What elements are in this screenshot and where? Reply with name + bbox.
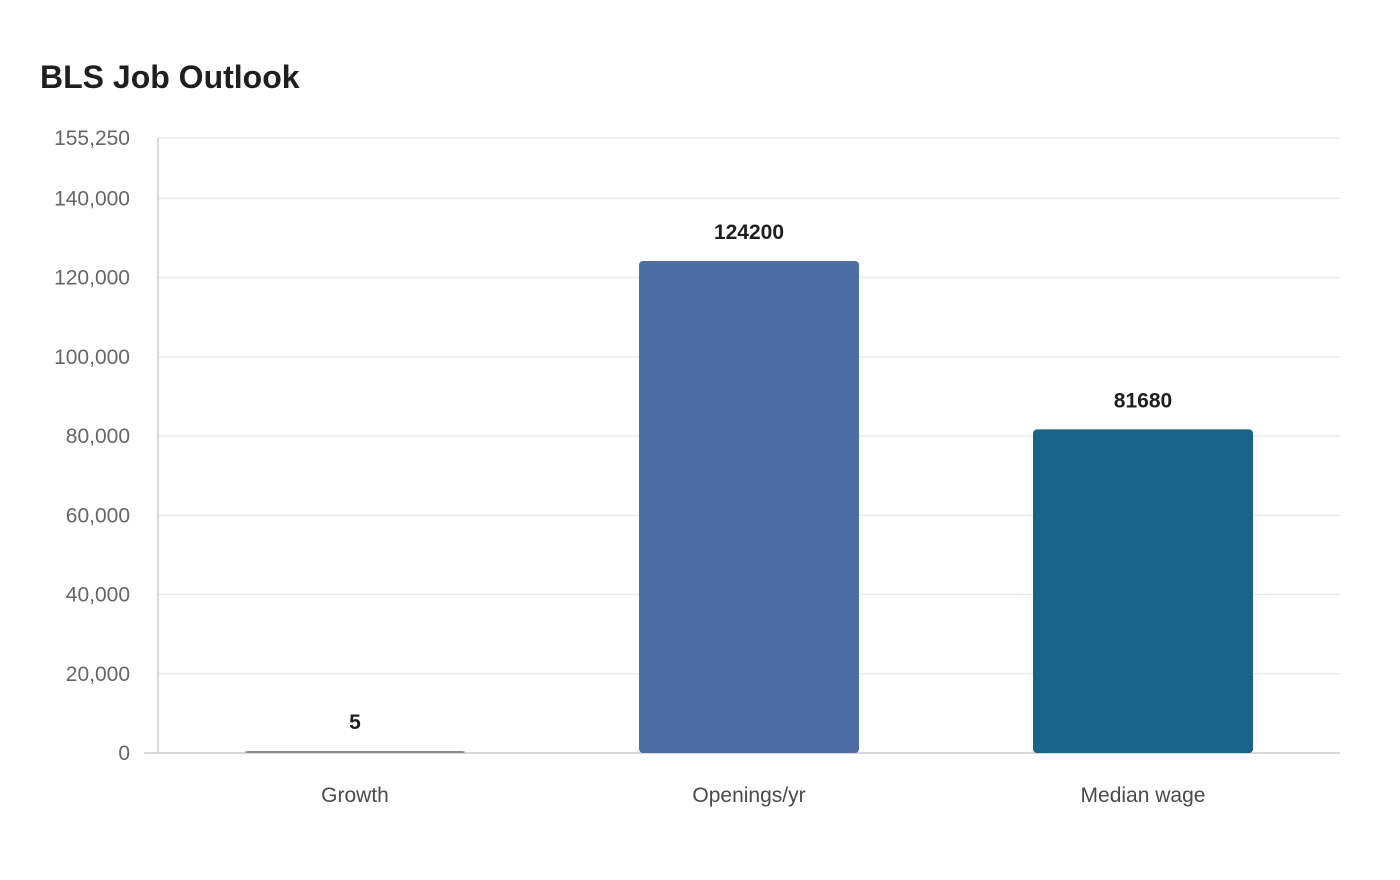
bar-value-label: 124200 [714,221,784,244]
x-category-label: Growth [321,784,389,807]
y-tick-label: 100,000 [54,346,130,369]
bar-value-label: 5 [349,711,361,734]
y-tick-label: 20,000 [66,663,130,686]
x-category-label: Median wage [1081,784,1206,807]
y-tick-label: 140,000 [54,187,130,210]
y-tick-label: 80,000 [66,425,130,448]
bar-value-label: 81680 [1114,389,1172,412]
y-tick-label: 120,000 [54,267,130,290]
bar [639,261,859,753]
bar [1033,429,1253,753]
y-tick-label: 60,000 [66,504,130,527]
y-tick-label: 40,000 [66,584,130,607]
x-category-label: Openings/yr [692,784,805,807]
chart-title: BLS Job Outlook [40,59,300,95]
y-tick-label: 0 [118,742,130,765]
y-tick-label: 155,250 [54,127,130,150]
bar [245,751,465,753]
